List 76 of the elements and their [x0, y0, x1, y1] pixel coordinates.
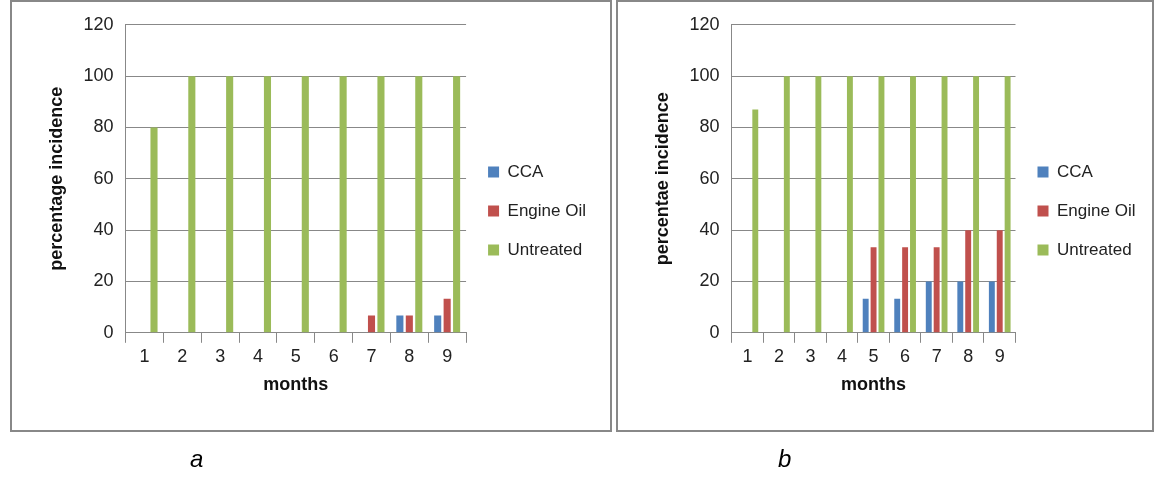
- x-tick-label: 7: [931, 345, 942, 366]
- bar: [988, 281, 995, 333]
- x-tick-label: 9: [994, 345, 1005, 366]
- bar: [301, 76, 309, 333]
- text: b: [778, 445, 792, 473]
- x-tick-label: 4: [253, 345, 264, 366]
- y-tick-label: 60: [93, 167, 114, 188]
- bar: [226, 76, 234, 333]
- bar: [752, 109, 759, 333]
- bar: [815, 76, 822, 333]
- x-tick-label: 7: [366, 345, 377, 366]
- bar: [925, 281, 932, 333]
- legend-label: Untreated: [507, 239, 583, 259]
- x-tick-label: 1: [139, 345, 150, 366]
- x-tick-label: 8: [963, 345, 974, 366]
- x-tick-label: 3: [215, 345, 226, 366]
- text: a: [190, 445, 204, 473]
- y-tick-label: 40: [699, 219, 720, 240]
- bar: [933, 247, 940, 333]
- x-tick-label: 8: [404, 345, 415, 366]
- bar: [902, 247, 909, 333]
- y-tick-label: 60: [699, 167, 720, 188]
- x-tick-label: 2: [773, 345, 784, 366]
- y-tick-label: 80: [93, 116, 114, 137]
- bar: [453, 76, 461, 333]
- x-tick-label: 6: [328, 345, 339, 366]
- bar: [377, 76, 385, 333]
- x-tick-label: 5: [868, 345, 879, 366]
- bar: [434, 315, 442, 333]
- x-axis-title: months: [263, 374, 329, 395]
- bar: [443, 298, 451, 333]
- x-tick-label: 3: [805, 345, 816, 366]
- x-tick-label: 4: [837, 345, 848, 366]
- bar: [188, 76, 196, 333]
- y-axis-title: percentage incidence: [45, 86, 66, 271]
- y-tick-label: 120: [689, 13, 720, 34]
- bar: [878, 76, 885, 333]
- bar: [894, 298, 901, 333]
- legend-label: Engine Oil: [1057, 200, 1136, 220]
- bar: [862, 298, 869, 333]
- y-tick-label: 20: [699, 270, 720, 291]
- bar: [965, 230, 972, 333]
- bar: [1004, 76, 1011, 333]
- y-tick-label: 100: [689, 65, 720, 86]
- bar: [405, 315, 413, 333]
- x-tick-label: 2: [177, 345, 188, 366]
- y-tick-label: 0: [103, 321, 114, 342]
- bar: [910, 76, 916, 333]
- bar: [150, 127, 158, 333]
- y-tick-label: 20: [93, 270, 114, 291]
- legend-label: CCA: [507, 161, 545, 181]
- bar: [783, 76, 790, 333]
- y-tick-label: 80: [699, 116, 720, 137]
- bar: [367, 315, 376, 333]
- x-tick-label: 6: [900, 345, 911, 366]
- y-tick-label: 120: [83, 13, 114, 34]
- y-tick-label: 0: [709, 321, 720, 342]
- legend-label: CCA: [1057, 161, 1094, 181]
- x-tick-label: 5: [290, 345, 301, 366]
- bar: [846, 76, 853, 333]
- y-tick-label: 40: [93, 219, 114, 240]
- bar: [339, 76, 347, 333]
- bar: [415, 76, 423, 333]
- bar: [957, 281, 964, 333]
- y-tick-label: 100: [83, 65, 114, 86]
- x-tick-label: 9: [442, 345, 453, 366]
- bar: [870, 247, 877, 333]
- bar: [973, 76, 980, 333]
- bar: [263, 76, 272, 333]
- x-axis-title: months: [841, 374, 907, 395]
- y-axis-title: percentae incidence: [651, 92, 672, 266]
- legend-label: Engine Oil: [507, 200, 586, 220]
- x-tick-label: 1: [742, 345, 753, 366]
- bar: [396, 315, 404, 333]
- legend-label: Untreated: [1057, 239, 1132, 259]
- bar: [996, 230, 1003, 333]
